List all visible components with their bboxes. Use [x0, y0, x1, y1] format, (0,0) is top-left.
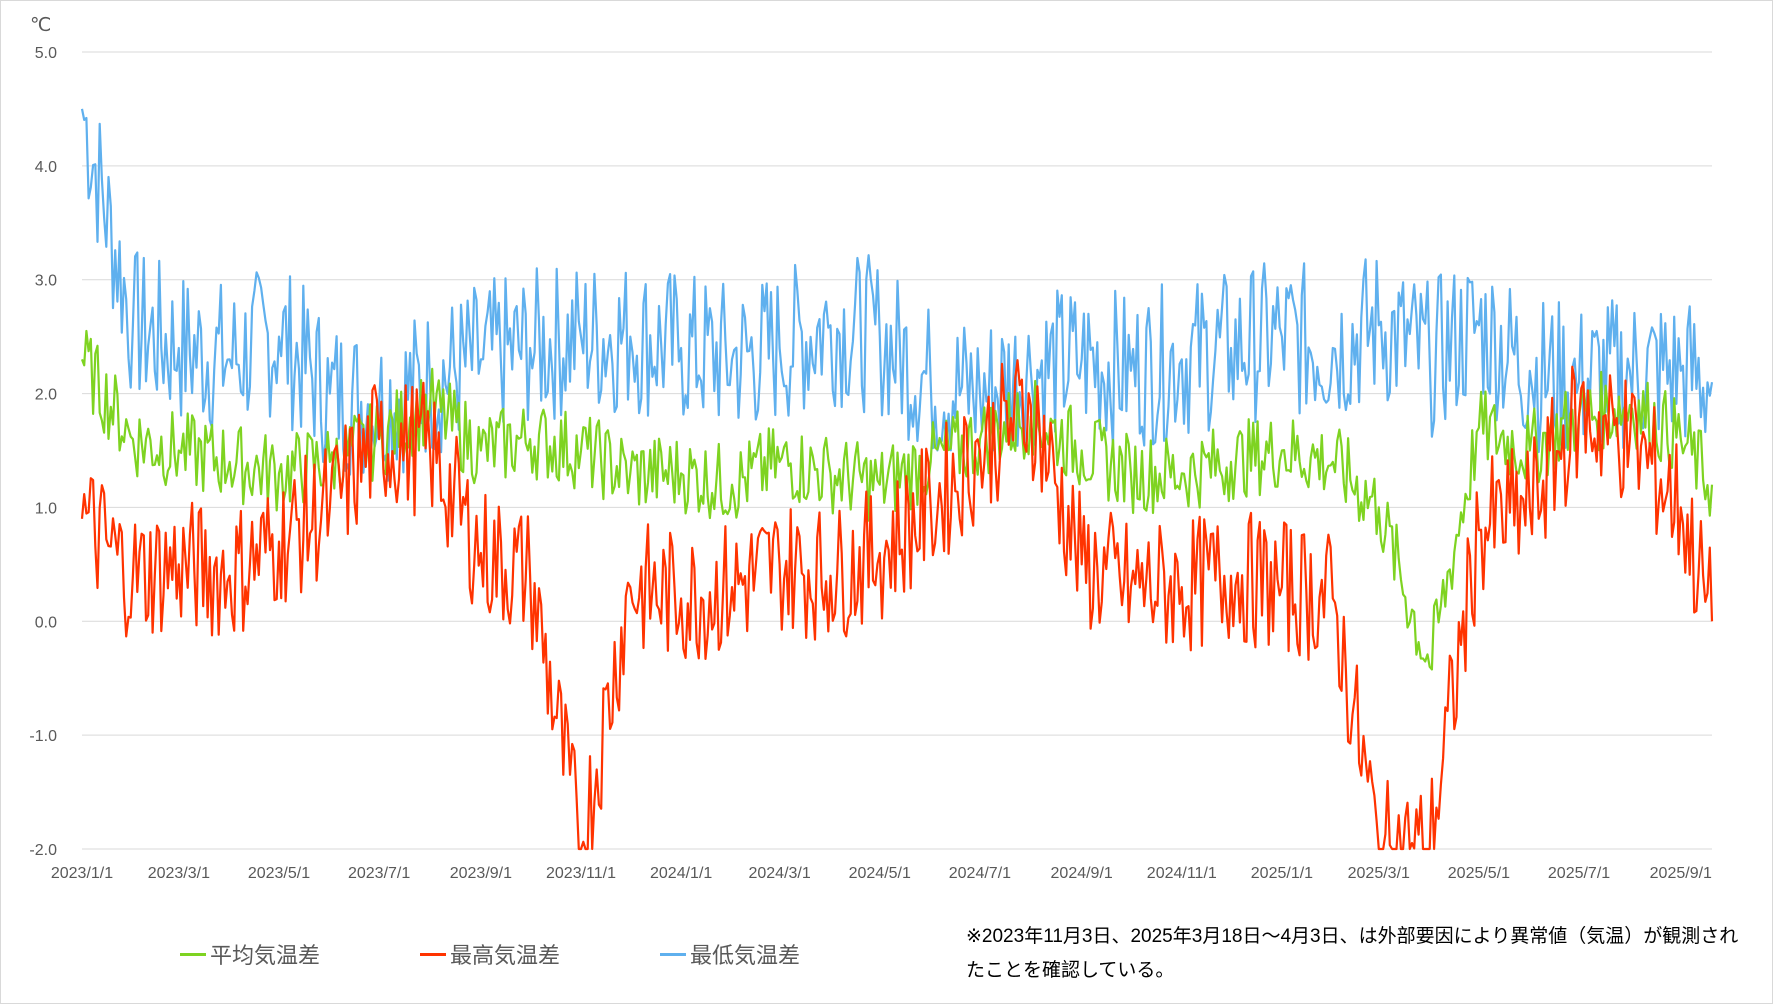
x-tick-label: 2024/9/1 [1051, 865, 1113, 882]
y-tick-label: 3.0 [35, 273, 57, 290]
series-lines [80, 108, 1714, 851]
y-tick-label: 5.0 [35, 45, 57, 62]
legend-swatch-min [660, 952, 687, 956]
y-tick-label: 4.0 [35, 159, 57, 176]
x-tick-label: 2025/1/1 [1251, 865, 1313, 882]
y-tick-label: -2.0 [29, 842, 57, 859]
series-line-2 [80, 108, 1714, 482]
y-axis-ticks: 5.0 4.0 3.0 2.0 1.0 0.0 -1.0 -2.0 [29, 45, 57, 859]
x-tick-label: 2024/5/1 [849, 865, 911, 882]
x-tick-label: 2023/1/1 [51, 865, 113, 882]
x-tick-label: 2023/9/1 [450, 865, 512, 882]
x-tick-label: 2025/5/1 [1448, 865, 1510, 882]
legend-label-avg: 平均気温差 [210, 943, 321, 968]
annotation-note: ※2023年11月3日、2025年3月18日～4月3日、は外部要因により異常値（… [966, 926, 1739, 981]
x-tick-label: 2024/3/1 [748, 865, 810, 882]
y-tick-label: 2.0 [35, 387, 57, 404]
legend-label-min: 最低気温差 [690, 943, 801, 968]
x-tick-label: 2023/7/1 [348, 865, 410, 882]
x-tick-label: 2025/3/1 [1348, 865, 1410, 882]
y-tick-label: 1.0 [35, 500, 57, 517]
x-tick-label: 2023/11/1 [546, 865, 616, 882]
legend-item-min: 最低気温差 [660, 938, 800, 970]
x-tick-label: 2025/9/1 [1650, 865, 1712, 882]
legend-label-max: 最高気温差 [450, 943, 561, 968]
legend-swatch-avg [180, 952, 206, 956]
x-tick-label: 2024/11/1 [1147, 865, 1217, 882]
legend-item-max: 最高気温差 [420, 938, 560, 970]
x-tick-label: 2024/1/1 [650, 865, 712, 882]
legend: 平均気温差 最高気温差 最低気温差 [180, 938, 800, 970]
x-tick-label: 2025/7/1 [1548, 865, 1610, 882]
legend-swatch-max [420, 952, 447, 956]
legend-item-avg: 平均気温差 [180, 938, 320, 970]
y-axis-unit: ℃ [30, 15, 52, 36]
x-axis-ticks: 2023/1/1 2023/3/1 2023/5/1 2023/7/1 2023/9/1… [51, 865, 1712, 882]
series-line-1 [80, 359, 1714, 851]
x-tick-label: 2024/7/1 [949, 865, 1011, 882]
y-tick-label: 0.0 [35, 614, 57, 631]
x-tick-label: 2023/3/1 [148, 865, 210, 882]
x-tick-label: 2023/5/1 [248, 865, 310, 882]
y-tick-label: -1.0 [29, 728, 57, 745]
